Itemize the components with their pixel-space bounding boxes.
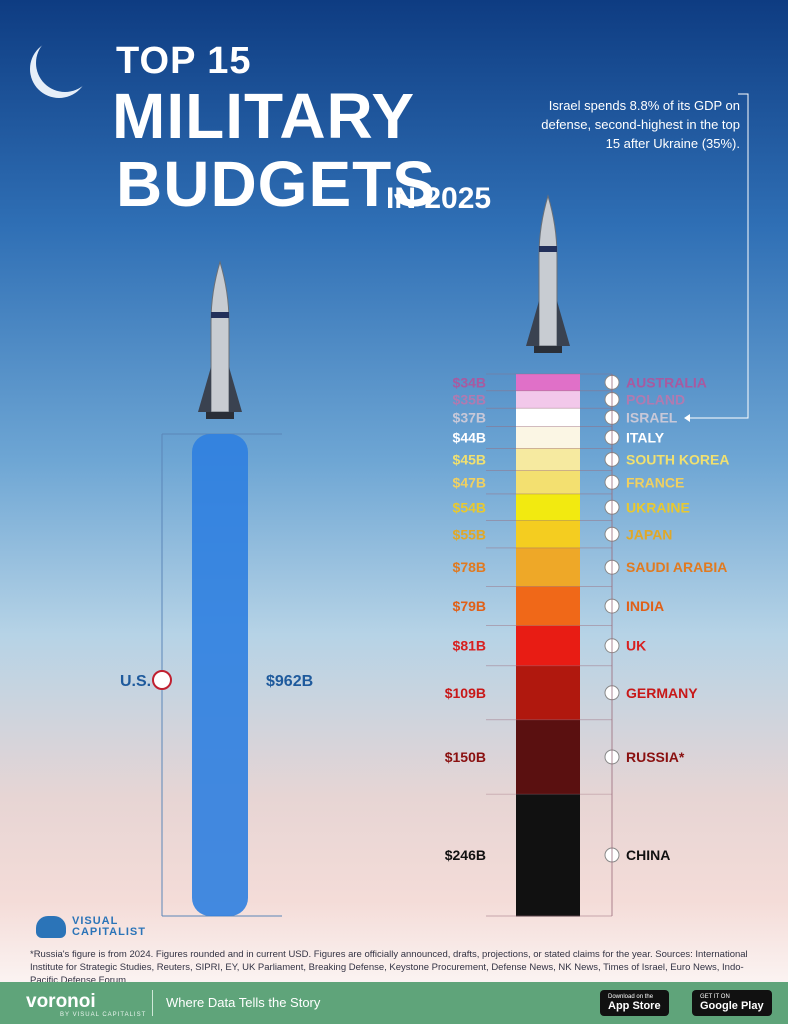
- stack-country-label: RUSSIA*: [626, 749, 685, 765]
- israel-annotation: Israel spends 8.8% of its GDP on defense…: [541, 98, 740, 151]
- stack-country-label: GERMANY: [626, 685, 698, 701]
- google-play-small: GET IT ON: [700, 994, 730, 1000]
- stack-value-label: $44B: [453, 429, 486, 445]
- stack-bar-germany: [516, 665, 580, 721]
- voronoi-brand[interactable]: voronoi: [26, 991, 96, 1012]
- stack-country-label: ITALY: [626, 429, 665, 445]
- title-top: TOP 15: [116, 40, 252, 82]
- stack-bar-france: [516, 470, 580, 495]
- stack-country-label: INDIA: [626, 598, 664, 614]
- footer-bar: voronoi BY VISUAL CAPITALIST Where Data …: [0, 982, 788, 1024]
- stack-bar-israel: [516, 408, 580, 428]
- footnote: *Russia's figure is from 2024. Figures r…: [30, 949, 748, 986]
- stack-country-label: AUSTRALIA: [626, 374, 707, 390]
- footer-divider: [152, 990, 153, 1016]
- stack-country-label: ISRAEL: [626, 409, 678, 425]
- vc-logo-icon: [36, 916, 66, 938]
- annotation-arrow-icon: [684, 414, 690, 422]
- logo-line1: VISUAL: [72, 915, 119, 927]
- stack-value-label: $47B: [453, 474, 486, 490]
- logo-line2: CAPITALIST: [72, 926, 146, 938]
- stack-bar-australia: [516, 374, 580, 392]
- stack-value-label: $35B: [453, 392, 486, 408]
- stack-value-label: $45B: [453, 451, 486, 467]
- rocket-right-icon: [526, 194, 570, 353]
- us-bar: [192, 434, 248, 916]
- us-country-label: U.S.: [120, 673, 151, 690]
- app-store-button[interactable]: Download on the App Store: [600, 990, 669, 1016]
- stack-bar-poland: [516, 390, 580, 409]
- us-value-label: $962B: [266, 673, 313, 690]
- stack-value-label: $246B: [445, 847, 486, 863]
- stack-bar-saudi-arabia: [516, 547, 580, 588]
- stack-country-label: UK: [626, 638, 646, 654]
- visual-capitalist-logo: VISUAL CAPITALIST: [36, 916, 146, 938]
- stack-bar-russia-: [516, 719, 580, 795]
- footer-tagline: Where Data Tells the Story: [166, 995, 321, 1010]
- voronoi-brand-sub: BY VISUAL CAPITALIST: [60, 1012, 147, 1018]
- stack-value-label: $55B: [453, 526, 486, 542]
- stack-value-label: $78B: [453, 559, 486, 575]
- stack-bar-china: [516, 794, 580, 917]
- stack-value-label: $54B: [453, 499, 486, 515]
- stack-bar-italy: [516, 426, 580, 449]
- stack-country-label: FRANCE: [626, 474, 684, 490]
- stack-country-label: JAPAN: [626, 526, 672, 542]
- stack-country-label: UKRAINE: [626, 499, 690, 515]
- google-play-label: Google Play: [700, 1000, 764, 1012]
- stack-bar-ukraine: [516, 493, 580, 522]
- stack-country-label: POLAND: [626, 392, 685, 408]
- title-budgets: BUDGETS: [116, 148, 436, 220]
- rocket-left-icon: [198, 260, 242, 419]
- stack-value-label: $150B: [445, 749, 486, 765]
- stack-value-label: $79B: [453, 598, 486, 614]
- title-main: MILITARY: [112, 80, 416, 152]
- annotation-connector: [690, 93, 749, 419]
- stack-bar-japan: [516, 520, 580, 549]
- stack-value-label: $34B: [453, 374, 486, 390]
- us-flag-icon: [152, 670, 172, 690]
- app-store-label: App Store: [608, 1000, 661, 1012]
- google-play-button[interactable]: GET IT ON Google Play: [692, 990, 772, 1016]
- app-store-small: Download on the: [608, 994, 654, 1000]
- stack-country-label: CHINA: [626, 847, 670, 863]
- stack-value-label: $109B: [445, 685, 486, 701]
- stack-country-label: SOUTH KOREA: [626, 451, 729, 467]
- stack-bar-south-korea: [516, 448, 580, 472]
- title-year: IN 2025: [386, 182, 492, 215]
- stack-value-label: $37B: [453, 409, 486, 425]
- stack-bar-india: [516, 586, 580, 627]
- stack-bar-uk: [516, 625, 580, 667]
- stack-value-label: $81B: [453, 638, 486, 654]
- stack-country-label: SAUDI ARABIA: [626, 559, 727, 575]
